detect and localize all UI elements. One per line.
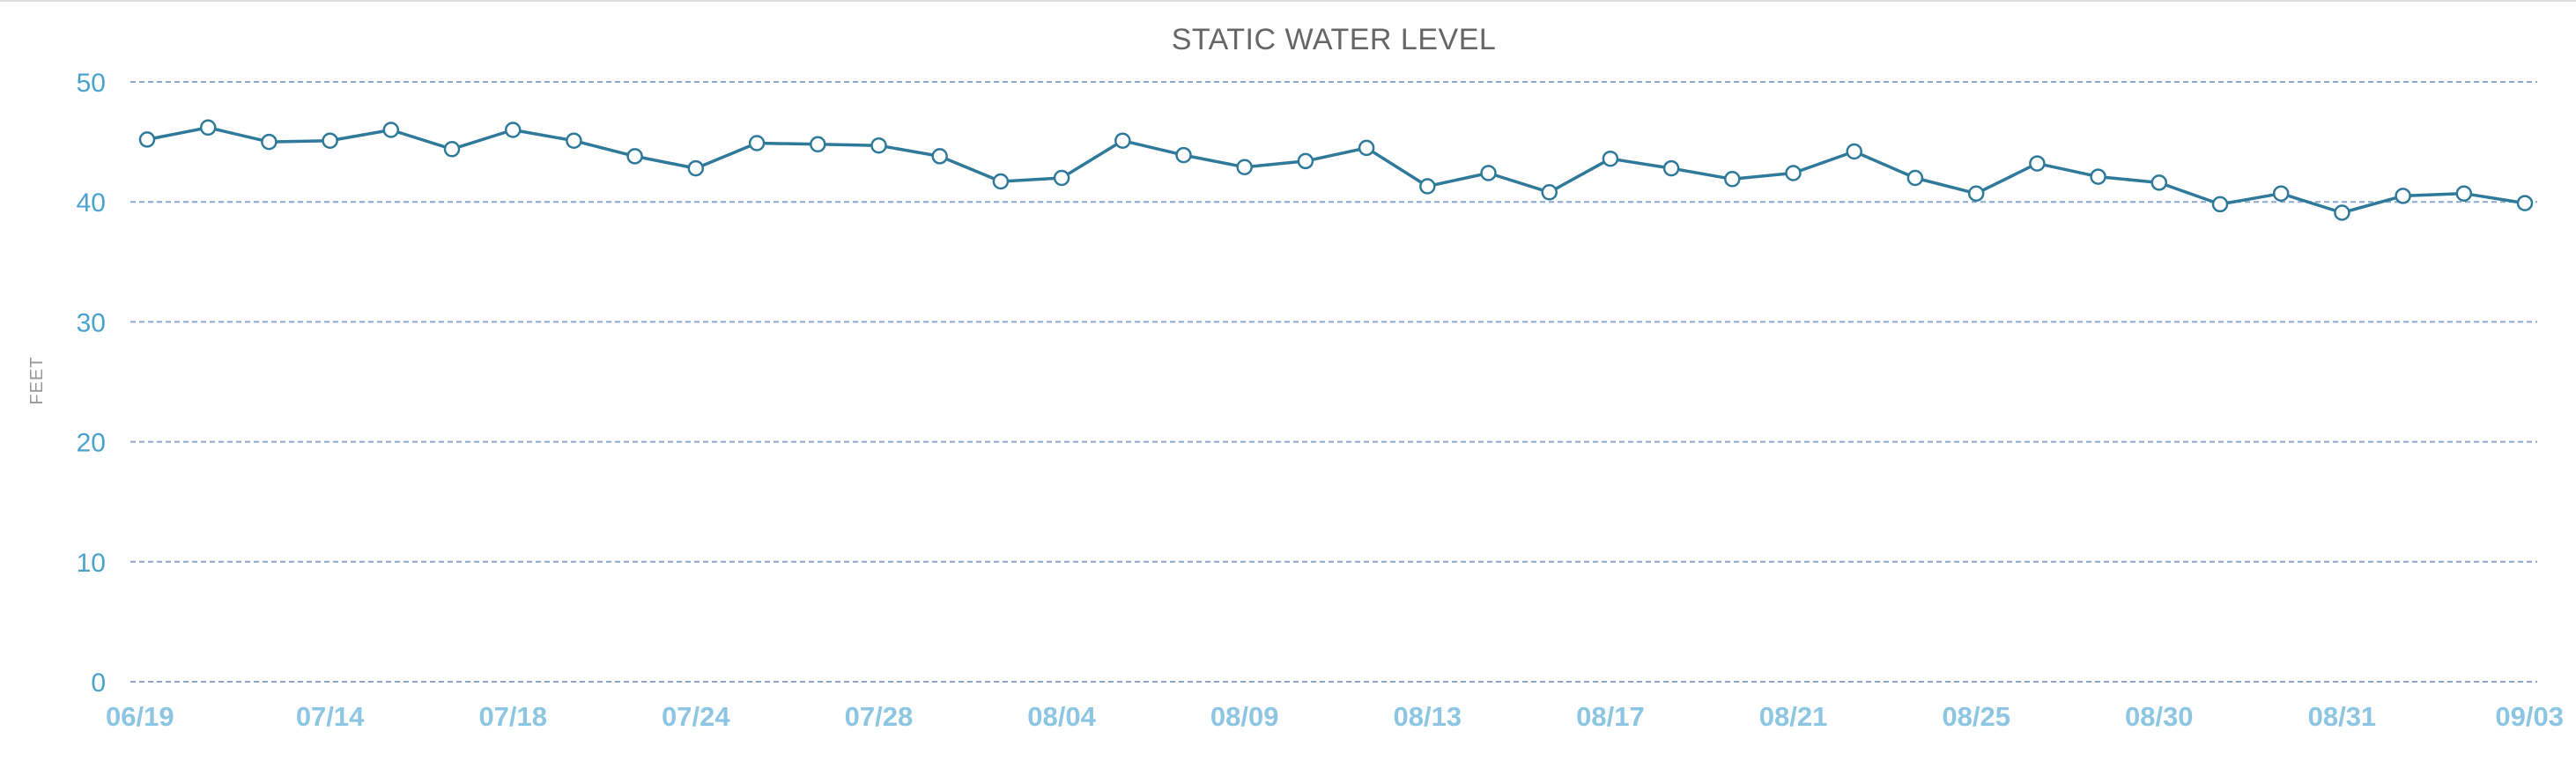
chart-title: STATIC WATER LEVEL [1172,23,1497,56]
data-point [748,135,766,151]
data-point [1662,159,1680,177]
data-point [1236,159,1253,175]
data-point [382,122,400,138]
data-point [1906,169,1924,187]
y-tick-label: 20 [77,429,106,458]
data-point [2455,185,2473,202]
data-point [443,141,461,158]
data-point [199,119,217,137]
data-point [992,173,1010,190]
x-tick-label: 08/31 [2308,701,2377,732]
data-point [2395,188,2411,204]
x-tick-label: 09/03 [2495,701,2564,732]
x-tick-label: 07/24 [662,701,730,732]
x-tick-label: 07/18 [478,701,547,732]
data-point [1053,169,1070,187]
data-point [2090,168,2106,185]
gridlines [130,81,2537,683]
y-tick-label: 50 [77,69,106,98]
data-point [566,132,582,149]
x-tick-label: 08/30 [2125,701,2194,732]
data-point [1480,165,1497,181]
y-axis-ticks: 0 10 20 30 40 50 [77,69,106,698]
data-point [1419,178,1436,195]
data-point [1175,146,1192,164]
x-tick-label: 08/09 [1210,701,1279,732]
data-point [1967,185,1985,202]
y-tick-label: 30 [77,308,106,337]
x-tick-label: 08/04 [1027,701,1096,732]
data-point [1724,171,1741,188]
data-point [2272,185,2290,202]
data-point [1602,150,1619,167]
data-point [626,148,643,165]
y-tick-label: 10 [77,549,106,578]
data-point [261,133,278,151]
data-point [2150,174,2168,191]
y-tick-label: 40 [77,188,106,218]
data-point [2211,196,2229,213]
data-point [2516,195,2534,211]
x-tick-label: 08/21 [1759,701,1828,732]
data-point [931,148,948,165]
data-point [1846,143,1862,160]
y-axis-label: FEET [27,356,47,404]
data-point [138,131,156,148]
data-point [1541,184,1558,201]
data-point [810,136,826,153]
data-point [504,122,522,138]
data-point [1297,152,1314,170]
x-tick-label: 07/28 [845,701,914,732]
series-group [138,119,2534,221]
data-point [322,132,338,149]
series-line [146,126,2526,215]
data-point [2029,155,2046,172]
x-tick-label: 07/14 [296,701,365,732]
data-point [1358,139,1375,157]
x-tick-label: 08/13 [1394,701,1462,732]
x-tick-label: 06/19 [106,701,174,732]
data-point [2334,204,2350,221]
data-point [870,137,887,154]
x-tick-label: 08/17 [1576,701,1645,732]
data-point [687,159,705,177]
data-point [1114,132,1131,149]
data-point [1785,165,1802,181]
x-tick-label: 08/25 [1942,701,2010,732]
x-axis-ticks: 06/19 07/14 07/18 07/24 07/28 08/04 08/09 08/13… [106,701,2564,732]
y-tick-label: 0 [91,669,106,698]
